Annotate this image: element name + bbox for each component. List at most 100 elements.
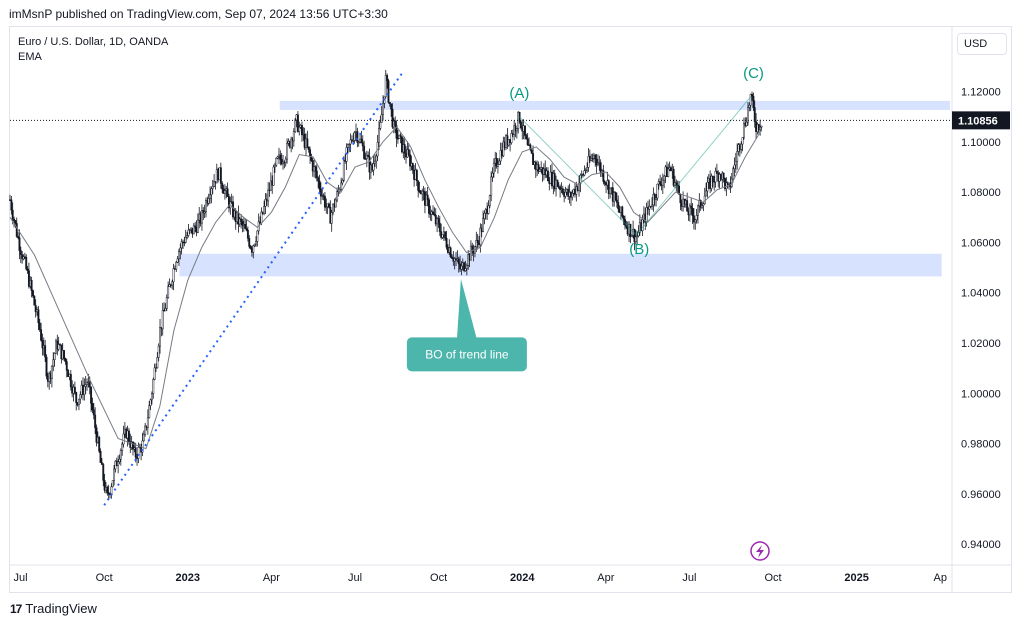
candle-body	[44, 345, 47, 358]
x-tick-label: Ap	[934, 572, 947, 584]
candle-body	[172, 268, 175, 283]
candle-body	[634, 236, 637, 243]
y-tick-label: 0.94000	[961, 539, 1001, 551]
candle-body	[403, 144, 406, 154]
resistance-zone[interactable]	[279, 100, 951, 110]
candle-body	[395, 125, 398, 139]
candle-body	[352, 140, 355, 142]
candle-body	[159, 327, 161, 347]
candle-body	[732, 168, 735, 180]
candle-body	[690, 205, 693, 209]
x-tick-label: Jul	[348, 572, 362, 584]
candle-body	[223, 190, 226, 194]
candle-body	[241, 221, 244, 226]
candle-body	[617, 202, 620, 210]
y-tick-label: 1.06000	[961, 237, 1001, 249]
x-tick-label: Jul	[682, 572, 696, 584]
candle-body	[659, 181, 662, 185]
candle-body	[188, 229, 191, 231]
candle-body	[273, 164, 276, 168]
candle-body	[518, 111, 521, 123]
abc-wave-line[interactable]	[519, 96, 752, 236]
candle-body	[79, 394, 82, 400]
x-tick-label: Oct	[430, 572, 447, 584]
brand-name: TradingView	[25, 601, 97, 616]
candle-body	[248, 238, 251, 247]
candle-body	[375, 155, 378, 162]
y-tick-label: 0.96000	[961, 489, 1001, 501]
candle-body	[346, 144, 349, 148]
candle-body	[246, 229, 249, 239]
candle-body	[360, 138, 363, 143]
candle-body	[67, 370, 70, 377]
tradingview-brand[interactable]: 17 TradingView	[10, 601, 97, 616]
indicator-label[interactable]: EMA	[18, 51, 42, 63]
candle-body	[286, 143, 289, 160]
candle-body	[205, 200, 207, 213]
candle-body	[14, 220, 17, 224]
candle-body	[349, 139, 352, 145]
candle-body	[98, 437, 101, 452]
candle-body	[661, 179, 664, 186]
candle-body	[149, 399, 152, 406]
candle-body	[18, 237, 21, 251]
candle-body	[365, 154, 368, 160]
candle-body	[184, 237, 187, 243]
candle-body	[607, 180, 610, 195]
candle-body	[65, 361, 68, 371]
candle-body	[546, 170, 549, 182]
candle-body	[432, 211, 435, 215]
candle-body	[73, 386, 76, 393]
wave-label-b[interactable]: (B)	[629, 241, 649, 258]
candle-body	[457, 258, 460, 265]
y-tick-label: 1.00000	[961, 388, 1001, 400]
candle-body	[384, 75, 387, 98]
candle-body	[711, 175, 714, 182]
y-tick-label: 1.08000	[961, 187, 1001, 199]
candle-body	[144, 425, 147, 435]
candle-body	[710, 175, 713, 189]
tradingview-logo: 17	[10, 601, 22, 616]
candle-body	[315, 170, 318, 179]
currency-button[interactable]: USD	[957, 33, 1007, 55]
candle-body	[409, 154, 412, 167]
support-zone[interactable]	[179, 253, 942, 277]
candle-body	[529, 144, 532, 151]
candle-body	[378, 128, 380, 143]
candle-body	[691, 208, 694, 217]
candle-body	[428, 199, 430, 214]
candle-body	[496, 164, 499, 167]
candle-body	[742, 123, 745, 138]
candle-body	[476, 240, 479, 243]
candle-body	[449, 247, 452, 258]
callout-box[interactable]	[406, 337, 527, 372]
wave-label-c[interactable]: (C)	[743, 65, 764, 82]
candle-body	[77, 398, 80, 406]
candle-body	[367, 154, 370, 157]
lightning-badge[interactable]	[750, 541, 770, 561]
candle-body	[678, 185, 680, 195]
wave-label-a[interactable]: (A)	[509, 85, 529, 102]
candle-body	[298, 126, 301, 132]
x-tick-label: 2023	[176, 572, 200, 584]
candle-body	[482, 218, 485, 232]
candle-body	[579, 174, 582, 184]
candle-body	[525, 135, 528, 140]
candle-body	[122, 433, 125, 445]
candle-body	[219, 167, 222, 184]
y-tick-label: 0.98000	[961, 439, 1001, 451]
candle-body	[363, 145, 366, 159]
candle-body	[645, 207, 648, 223]
candle-body	[559, 186, 562, 190]
candle-body	[332, 203, 334, 213]
y-tick-label: 1.02000	[961, 338, 1001, 350]
candle-body	[388, 102, 391, 105]
candle-body	[110, 486, 113, 495]
candle-body	[33, 295, 36, 306]
candle-body	[319, 188, 322, 197]
candle-body	[492, 162, 495, 174]
candle-body	[167, 286, 170, 298]
candle-body	[663, 175, 666, 181]
candle-body	[330, 212, 333, 224]
